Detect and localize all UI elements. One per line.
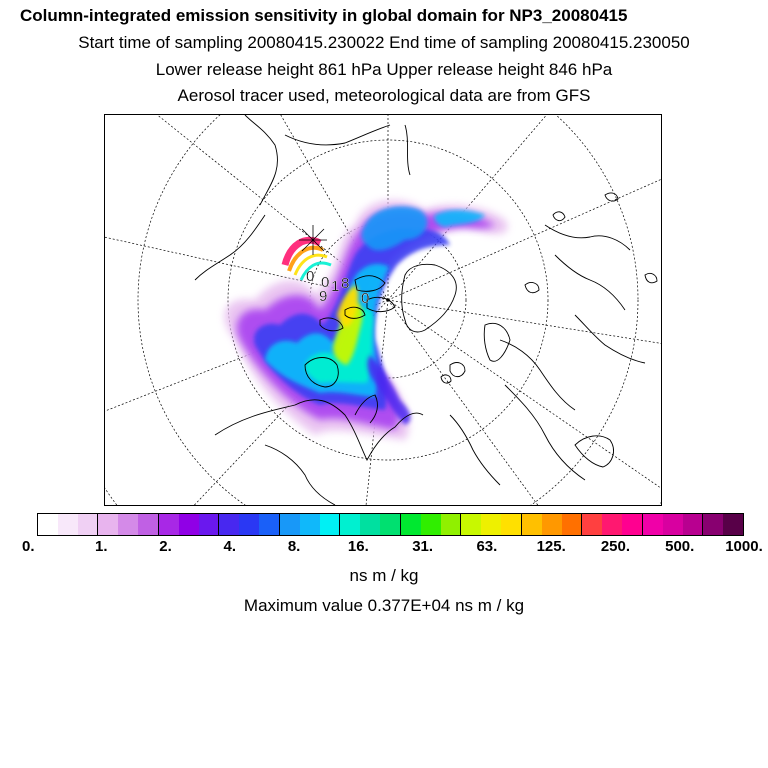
colorbar-swatch xyxy=(278,514,300,535)
colorbar-swatch xyxy=(481,514,502,535)
colorbar-swatch xyxy=(622,514,642,535)
colorbar-swatch xyxy=(198,514,219,535)
colorbar-swatch xyxy=(97,514,119,535)
colorbar-swatch xyxy=(602,514,623,535)
plot-title: Column-integrated emission sensitivity i… xyxy=(20,6,628,25)
colorbar-swatch xyxy=(723,514,743,535)
colorbar-swatch xyxy=(118,514,139,535)
release-label: 8 xyxy=(341,275,349,292)
colorbar-swatch xyxy=(339,514,361,535)
meridians xyxy=(105,115,661,505)
colorbar-tick-label: 8. xyxy=(287,538,301,555)
sensitivity-map: 0 0 1 8 0 9 xyxy=(104,114,662,506)
colorbar-swatch xyxy=(77,514,98,535)
colorbar-tick-label: 16. xyxy=(347,538,369,555)
colorbar-tick-label: 250. xyxy=(600,538,631,555)
colorbar-swatch xyxy=(319,514,340,535)
release-point-labels: 0 0 1 8 0 9 xyxy=(306,268,370,307)
colorbar-swatch xyxy=(178,514,199,535)
maximum-value-text: Maximum value 0.377E+04 ns m / kg xyxy=(243,596,525,615)
colorbar-swatch xyxy=(641,514,663,535)
colorbar-tick-label: 4. xyxy=(223,538,237,555)
colorbar-swatch xyxy=(138,514,158,535)
sampling-time-line: Start time of sampling 20080415.230022 E… xyxy=(78,33,690,52)
colorbar-swatch xyxy=(561,514,582,535)
colorbar-swatch xyxy=(440,514,461,535)
release-label: 0 xyxy=(321,274,329,291)
colorbar-swatch xyxy=(682,514,703,535)
colorbar-tick-label: 2. xyxy=(159,538,172,555)
colorbar-swatch xyxy=(380,514,400,535)
colorbar-swatch xyxy=(501,514,521,535)
colorbar-tick-label: 0. xyxy=(22,538,35,555)
release-label: 0 xyxy=(361,290,369,307)
colorbar-swatch xyxy=(399,514,421,535)
colorbar-unit: ns m / kg xyxy=(349,566,419,585)
colorbar-tick-label: 1000. xyxy=(725,538,763,555)
colorbar-swatch xyxy=(360,514,381,535)
sensitivity-plume xyxy=(224,200,508,440)
colorbar-tick-label: 31. xyxy=(412,538,434,555)
colorbar-swatch xyxy=(259,514,279,535)
colorbar-tick-label: 1. xyxy=(95,538,108,555)
colorbar-swatch xyxy=(38,514,58,535)
release-height-line: Lower release height 861 hPa Upper relea… xyxy=(155,60,613,79)
release-label: 1 xyxy=(331,278,339,295)
latitude-circles xyxy=(105,115,661,505)
colorbar-swatch xyxy=(702,514,724,535)
tracer-info-line: Aerosol tracer used, meteorological data… xyxy=(177,86,591,105)
release-point-marker xyxy=(299,225,327,255)
colorbar-swatch xyxy=(581,514,603,535)
colorbar-swatch xyxy=(520,514,542,535)
coastlines xyxy=(194,115,658,505)
colorbar xyxy=(37,513,744,536)
colorbar-swatch xyxy=(662,514,683,535)
colorbar-swatch xyxy=(420,514,441,535)
release-label: 9 xyxy=(319,288,327,305)
colorbar-swatch xyxy=(57,514,78,535)
colorbar-swatch xyxy=(218,514,240,535)
colorbar-swatch xyxy=(541,514,562,535)
colorbar-swatch xyxy=(299,514,320,535)
colorbar-swatch xyxy=(157,514,179,535)
colorbar-tick-label: 500. xyxy=(665,538,695,555)
release-label: 0 xyxy=(306,268,314,285)
colorbar-swatch xyxy=(460,514,482,535)
colorbar-tick-label: 63. xyxy=(476,538,498,555)
colorbar-tick-label: 125. xyxy=(536,538,566,555)
colorbar-swatch xyxy=(239,514,260,535)
